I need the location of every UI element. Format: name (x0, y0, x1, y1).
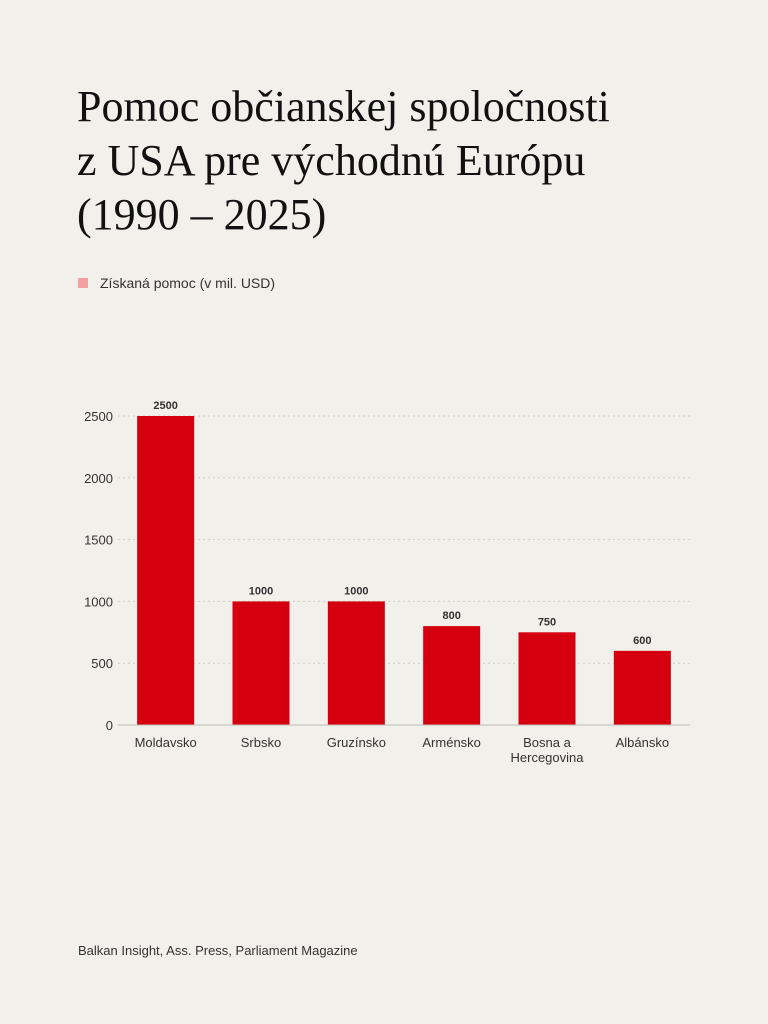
data-label: 600 (633, 635, 651, 647)
bar (137, 416, 195, 725)
bar-chart: 0 500 1000 1500 2000 2500 2500 Moldavsko 1000 Srb… (84, 400, 690, 765)
legend-swatch (78, 278, 88, 288)
x-category-label: Gruzínsko (327, 735, 386, 750)
y-tick-label: 2500 (84, 409, 113, 424)
bar (613, 650, 671, 725)
x-category-label: Arménsko (422, 735, 481, 750)
bar (327, 601, 385, 725)
data-label: 1000 (344, 585, 368, 597)
x-category-label: Bosna a Hercegovina (511, 735, 585, 765)
source-note: Balkan Insight, Ass. Press, Parliament M… (78, 943, 358, 958)
y-tick-label: 1500 (84, 533, 113, 548)
y-tick-label: 0 (106, 718, 113, 733)
bar (232, 601, 290, 725)
y-tick-label: 500 (91, 656, 113, 671)
data-label: 800 (442, 610, 460, 622)
x-category-label: Srbsko (241, 735, 281, 750)
legend: Získaná pomoc (v mil. USD) (78, 275, 275, 291)
y-tick-label: 1000 (84, 594, 113, 609)
data-label: 2500 (153, 400, 177, 412)
data-label: 750 (538, 616, 556, 628)
chart-title: Pomoc občianskej spoločnosti z USA pre v… (77, 82, 610, 239)
x-category-label: Albánsko (616, 735, 669, 750)
x-category-label: Moldavsko (135, 735, 197, 750)
y-tick-label: 2000 (84, 471, 113, 486)
bar (518, 632, 576, 725)
bar (423, 626, 481, 725)
data-label: 1000 (249, 585, 273, 597)
legend-label: Získaná pomoc (v mil. USD) (100, 275, 276, 291)
